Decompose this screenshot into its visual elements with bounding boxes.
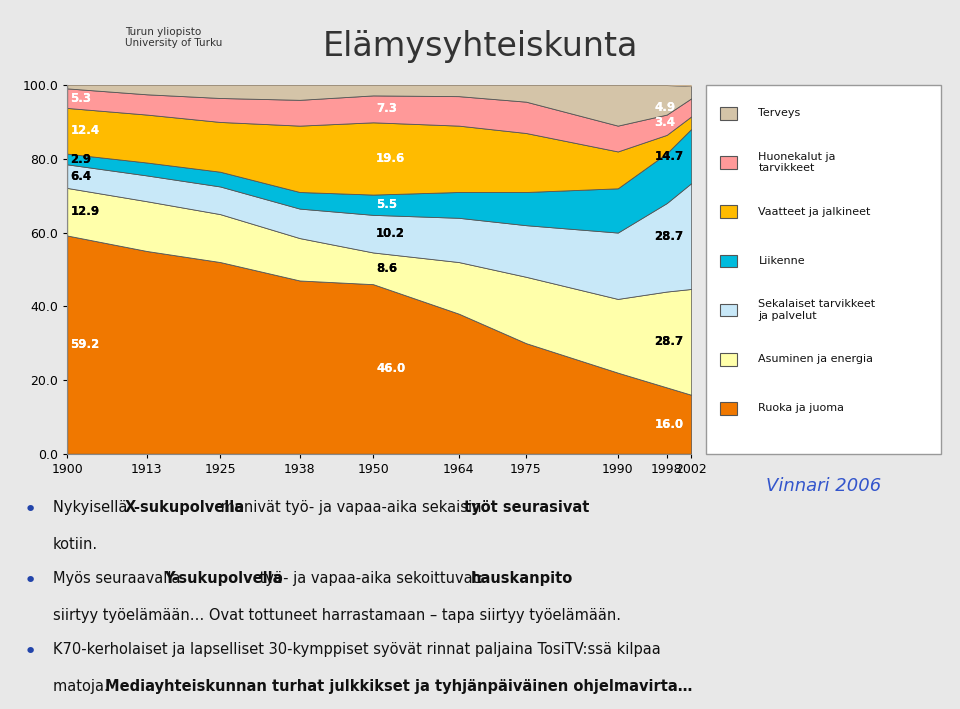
Text: 28.7: 28.7: [655, 230, 684, 242]
Text: Ruoka ja juoma: Ruoka ja juoma: [758, 403, 845, 413]
Text: menivät työ- ja vapaa-aika sekaisin:: menivät työ- ja vapaa-aika sekaisin:: [216, 500, 492, 515]
Text: 59.2: 59.2: [70, 338, 100, 351]
Text: 6.4: 6.4: [70, 169, 91, 183]
Text: X-sukupolvella: X-sukupolvella: [125, 500, 245, 515]
Text: Sekalaiset tarvikkeet
ja palvelut: Sekalaiset tarvikkeet ja palvelut: [758, 299, 876, 321]
Text: 19.6: 19.6: [376, 152, 405, 165]
Text: 8.6: 8.6: [376, 262, 397, 275]
Text: Elämysyhteiskunta: Elämysyhteiskunta: [323, 30, 637, 62]
Text: 4.9: 4.9: [655, 101, 676, 114]
Text: Vaatteet ja jalkineet: Vaatteet ja jalkineet: [758, 207, 871, 217]
Text: Terveys: Terveys: [758, 108, 801, 118]
Text: Nykyisellä: Nykyisellä: [53, 500, 132, 515]
Text: 5.5: 5.5: [376, 199, 397, 211]
Text: 28.7: 28.7: [655, 335, 684, 348]
Text: työt seurasivat: työt seurasivat: [464, 500, 589, 515]
Text: 14.7: 14.7: [655, 150, 684, 162]
Text: 28.7: 28.7: [655, 230, 684, 242]
Text: 12.9: 12.9: [70, 205, 100, 218]
Text: 4.9: 4.9: [655, 101, 676, 114]
Text: 12.4: 12.4: [70, 124, 100, 138]
Text: University of Turku: University of Turku: [125, 38, 222, 48]
Text: hauskanpito: hauskanpito: [470, 571, 573, 586]
Text: matoja.: matoja.: [53, 679, 113, 693]
Text: Y-sukupolvella: Y-sukupolvella: [164, 571, 282, 586]
Text: 7.3: 7.3: [376, 102, 397, 116]
Text: 16.0: 16.0: [655, 418, 684, 431]
Text: 16.0: 16.0: [655, 418, 684, 431]
Text: Huonekalut ja
tarvikkeet: Huonekalut ja tarvikkeet: [758, 152, 836, 174]
Text: 12.4: 12.4: [70, 124, 100, 138]
Text: Myös seuraavalla: Myös seuraavalla: [53, 571, 185, 586]
Text: Asuminen ja energia: Asuminen ja energia: [758, 354, 874, 364]
Text: kotiin.: kotiin.: [53, 537, 98, 552]
Text: 8.6: 8.6: [376, 262, 397, 275]
Text: •: •: [24, 642, 37, 661]
Text: •: •: [24, 500, 37, 520]
Text: Mediayhteiskunnan turhat julkkikset ja tyhjänpäiväinen ohjelmavirta…: Mediayhteiskunnan turhat julkkikset ja t…: [105, 679, 692, 693]
Text: 7.3: 7.3: [376, 102, 397, 116]
Text: 46.0: 46.0: [376, 362, 405, 376]
Text: 3.4: 3.4: [655, 116, 676, 129]
Text: 14.7: 14.7: [655, 150, 684, 162]
Text: 10.2: 10.2: [376, 227, 405, 240]
Text: Vinnari 2006: Vinnari 2006: [765, 476, 881, 495]
Text: 12.9: 12.9: [70, 205, 100, 218]
Text: Liikenne: Liikenne: [758, 256, 805, 266]
Text: 46.0: 46.0: [376, 362, 405, 376]
Text: 5.3: 5.3: [70, 91, 91, 105]
Text: •: •: [24, 571, 37, 591]
Text: 3.4: 3.4: [655, 116, 676, 129]
Text: 59.2: 59.2: [70, 338, 100, 351]
Text: siirtyy työelämään… Ovat tottuneet harrastamaan – tapa siirtyy työelämään.: siirtyy työelämään… Ovat tottuneet harra…: [53, 608, 621, 623]
Text: K70-kerholaiset ja lapselliset 30-kymppiset syövät rinnat paljaina TosiTV:ssä ki: K70-kerholaiset ja lapselliset 30-kymppi…: [53, 642, 660, 657]
Text: 2.9: 2.9: [70, 152, 91, 165]
Text: Turun yliopisto: Turun yliopisto: [125, 27, 201, 37]
Text: 10.2: 10.2: [376, 227, 405, 240]
Text: 6.4: 6.4: [70, 169, 91, 183]
Text: 28.7: 28.7: [655, 335, 684, 348]
Text: 2.9: 2.9: [70, 152, 91, 165]
Text: työ- ja vapaa-aika sekoittuvat:: työ- ja vapaa-aika sekoittuvat:: [255, 571, 489, 586]
Text: 5.5: 5.5: [376, 199, 397, 211]
Text: 19.6: 19.6: [376, 152, 405, 165]
Text: 5.3: 5.3: [70, 91, 91, 105]
